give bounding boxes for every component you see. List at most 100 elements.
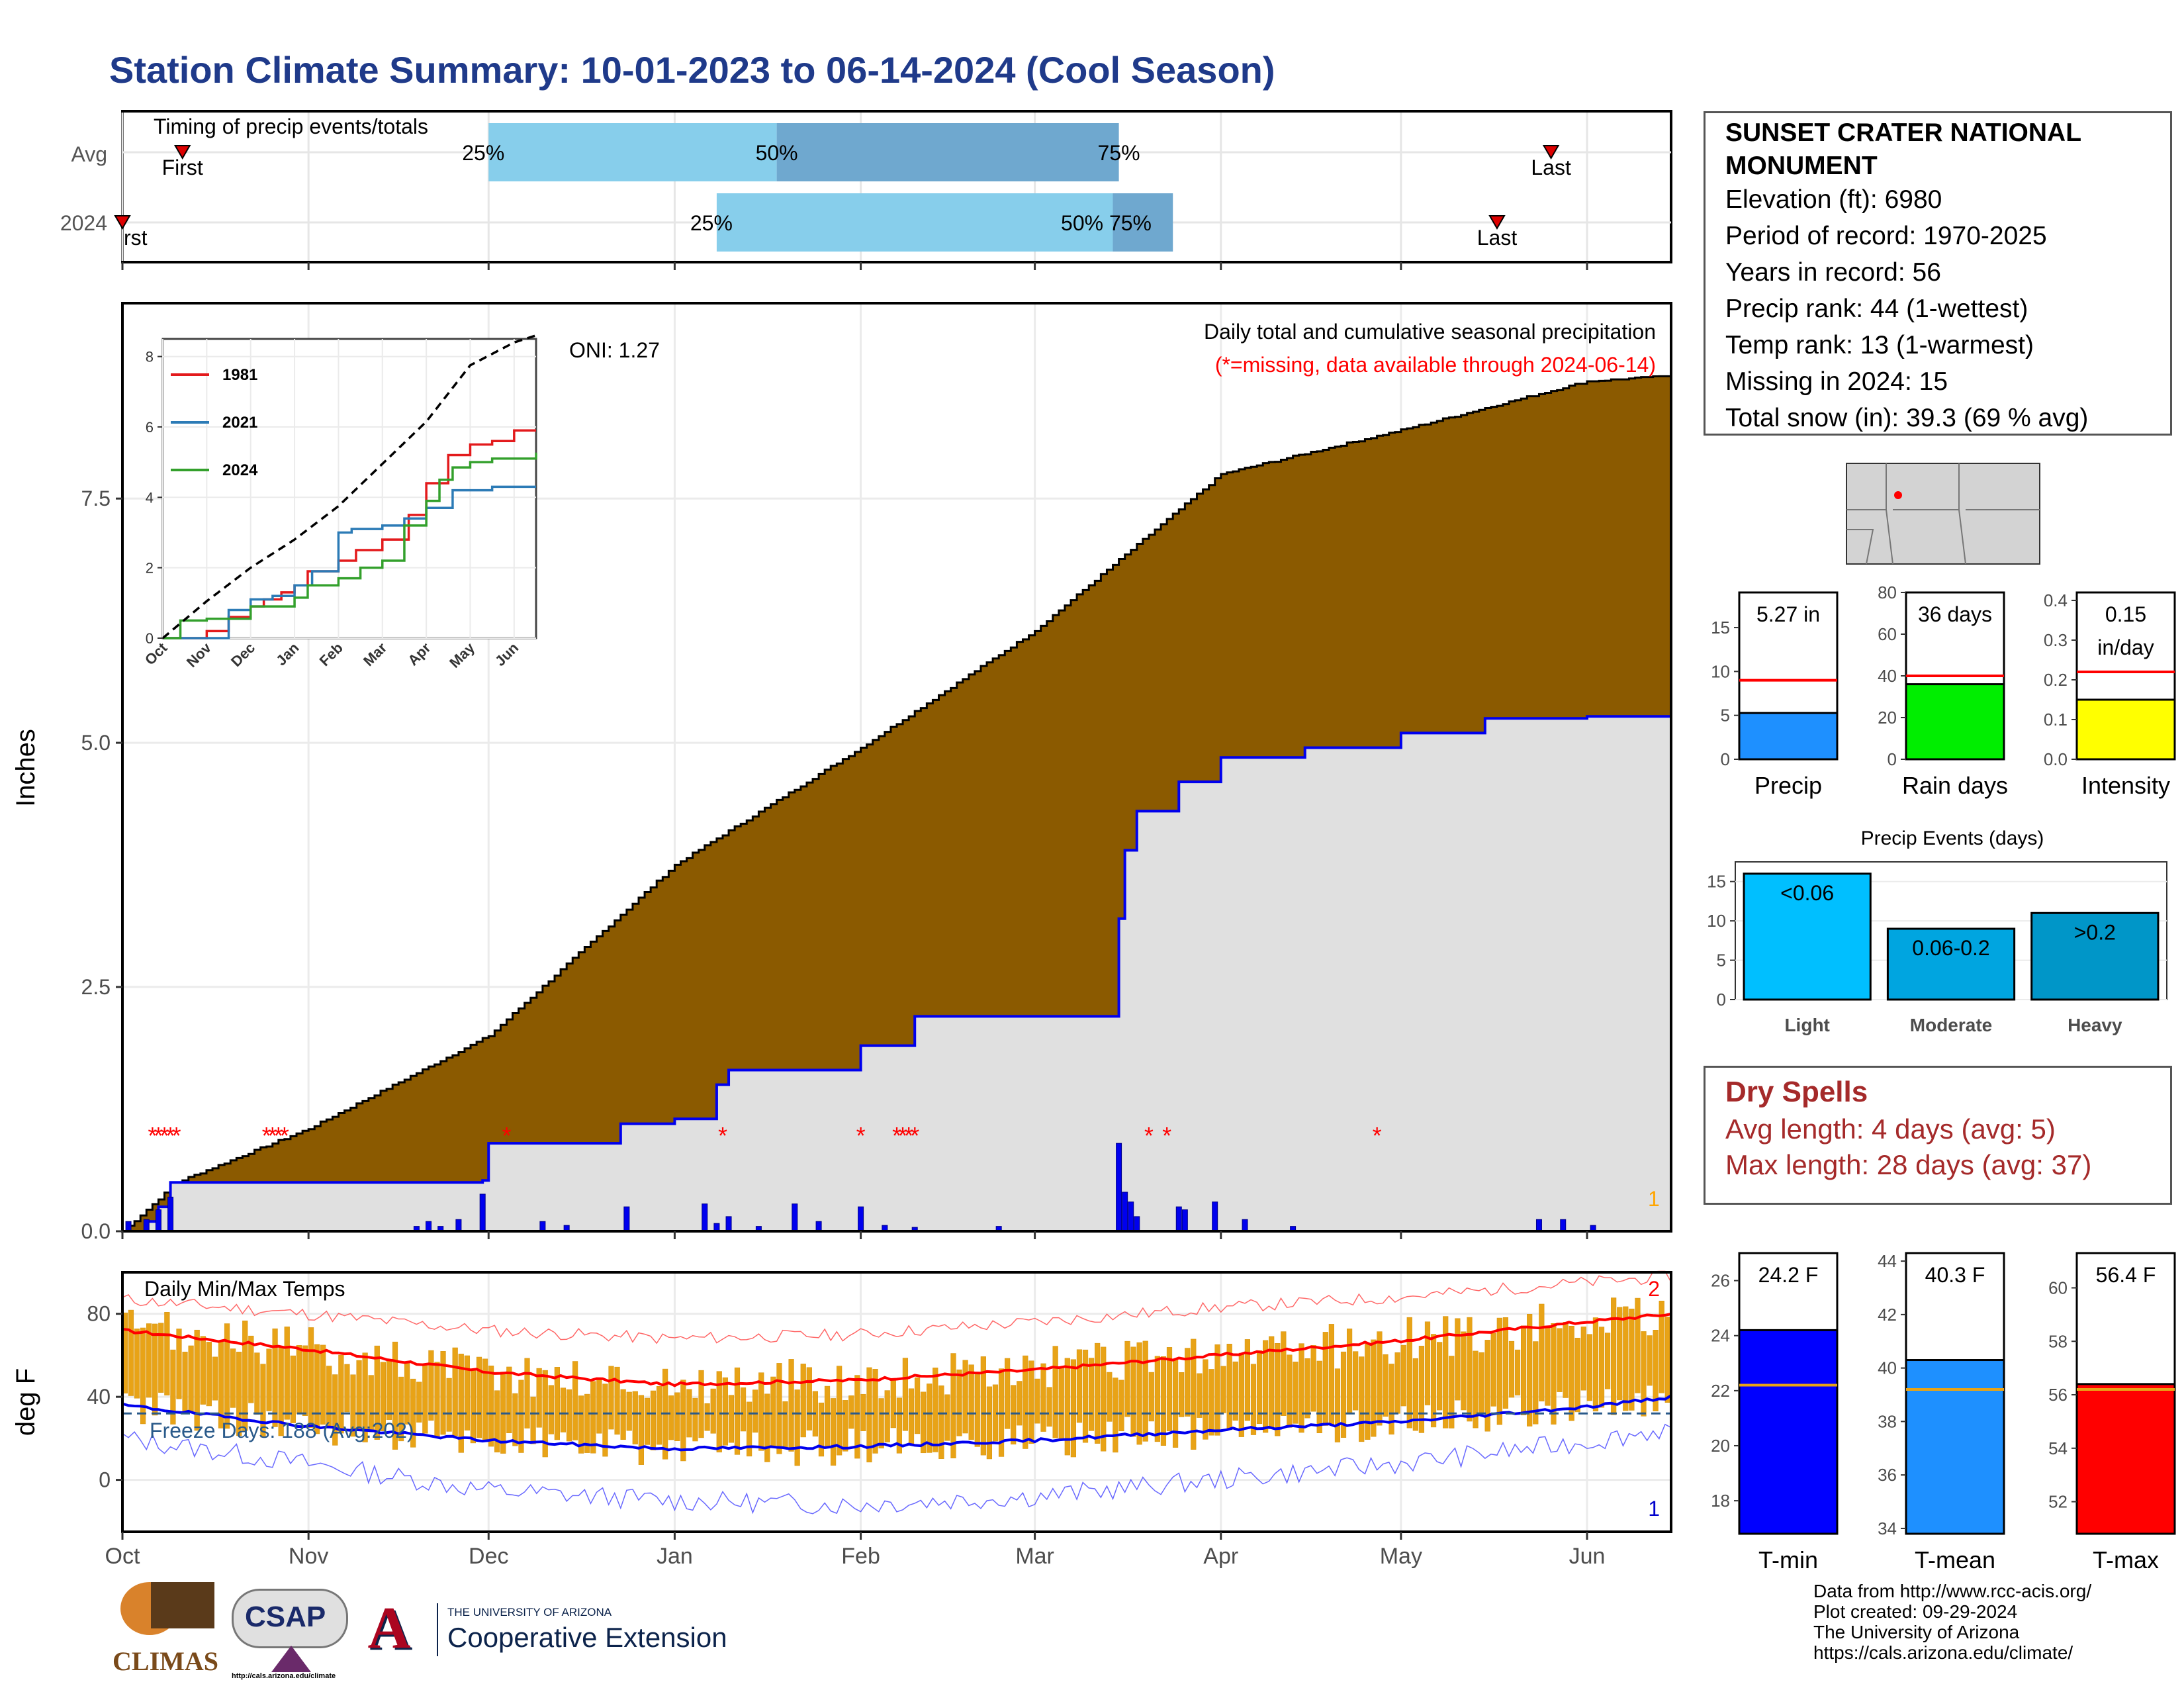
station-temp-rank: Temp rank: 13 (1-warmest): [1725, 331, 2034, 359]
temp-daily-bar: [626, 1391, 632, 1431]
temp-daily-bar: [1034, 1378, 1040, 1424]
missing-data-marker: *: [502, 1122, 511, 1149]
temp-daily-bar: [1244, 1339, 1251, 1421]
temp-daily-bar: [1113, 1378, 1118, 1453]
timing-bar-2024-q3: [1113, 193, 1173, 252]
missing-data-marker: *: [1373, 1122, 1382, 1149]
timing-first-label-avg: First: [162, 156, 203, 179]
temp-daily-bar: [470, 1369, 477, 1444]
mini-t-min-value-label: 24.2 F: [1758, 1263, 1819, 1287]
mini-t-min-ytick-label: 20: [1711, 1436, 1730, 1456]
temp-daily-bar: [1179, 1372, 1185, 1417]
daily-precip-bar: [1122, 1192, 1128, 1232]
mini-t-max-value-label: 56.4 F: [2096, 1263, 2156, 1287]
temp-daily-bar: [1293, 1362, 1298, 1424]
temp-daily-bar: [1281, 1331, 1287, 1416]
daily-precip-bar: [623, 1206, 630, 1232]
temp-daily-bar: [1340, 1351, 1347, 1438]
mini-precip-ytick-label: 5: [1721, 706, 1730, 726]
temp-daily-bar: [1604, 1333, 1611, 1389]
temp-daily-bar: [1586, 1334, 1592, 1401]
temp-daily-bar: [980, 1356, 986, 1456]
temp-daily-bar: [1394, 1352, 1400, 1414]
temp-daily-bar: [1443, 1316, 1449, 1429]
csap-cloud-graphic: [232, 1589, 348, 1648]
temp-daily-bar: [230, 1348, 236, 1408]
precip-y-axis: 0.0 2.5 5.0 7.5: [81, 487, 1588, 1243]
temp-daily-bar: [368, 1375, 374, 1432]
precip-panel-frame: [121, 302, 1672, 1233]
missing-data-marker: *: [856, 1122, 866, 1149]
inset-ytick-label-6: 6: [146, 419, 154, 436]
temp-top-right-label: 2: [1648, 1277, 1660, 1301]
mini-t-mean-ytick-label: 42: [1878, 1305, 1897, 1325]
temp-daily-bar: [1058, 1366, 1064, 1440]
temp-daily-bar: [1371, 1339, 1377, 1437]
daily-precip-bar: [1175, 1206, 1182, 1232]
temp-daily-bar: [554, 1367, 560, 1440]
temp-bottom-right-label: 1: [1648, 1497, 1660, 1521]
temp-daily-bar: [404, 1362, 410, 1425]
mini-t-mean-ytick-label: 40: [1878, 1358, 1897, 1378]
temp-xtick-label-dec: Dec: [469, 1544, 508, 1569]
events-bar-moderate: [1886, 927, 2016, 1001]
temp-daily-bar: [944, 1394, 950, 1441]
temp-daily-bar: [422, 1364, 428, 1434]
mini-t-min-bar: [1738, 1329, 1839, 1535]
temp-daily-bar: [1197, 1373, 1203, 1418]
daily-precip-bar: [1134, 1216, 1140, 1232]
missing-data-marker: *: [274, 1122, 283, 1149]
station-elevation: Elevation (ft): 6980: [1725, 185, 1942, 214]
temp-daily-bar: [1214, 1344, 1220, 1436]
ua-logo-extension-text: Cooperative Extension: [447, 1622, 727, 1653]
temp-daily-bar: [206, 1342, 212, 1407]
temp-panel-frame: [121, 1271, 1672, 1533]
mini-rain-days-bar: [1905, 683, 2005, 761]
station-location-dot: [1894, 491, 1902, 499]
temp-daily-bar: [458, 1354, 464, 1453]
precip-totals-charts: 0 5 10 15 5.27 in Precip 0 20 40 60 80 36 days Rain …: [1711, 583, 2176, 799]
temp-daily-bar: [1406, 1317, 1412, 1429]
missing-data-markers: ***** **** * * * **** * * *: [148, 1122, 1381, 1149]
temp-daily-bar: [1551, 1323, 1557, 1425]
temp-daily-bar: [722, 1377, 728, 1446]
mini-intensity-value-label: 0.15: [2105, 602, 2146, 626]
temp-daily-bar: [1557, 1328, 1563, 1392]
temp-daily-bar: [1508, 1340, 1515, 1398]
events-ytick-label-15: 15: [1707, 872, 1726, 892]
temp-daily-bar: [764, 1393, 770, 1462]
mini-intensity-category-label: Intensity: [2081, 772, 2170, 799]
temp-daily-bar: [224, 1323, 230, 1429]
ua-a-icon: A: [367, 1595, 411, 1661]
temp-daily-bar: [140, 1327, 146, 1425]
precip-ylabel: Inches: [11, 729, 40, 807]
temp-daily-bar: [878, 1398, 884, 1448]
mini-t-mean-ytick-label: 36: [1878, 1465, 1897, 1485]
dry-spells-title: Dry Spells: [1725, 1076, 1868, 1108]
temp-daily-bar: [854, 1375, 860, 1459]
temp-daily-bar: [254, 1352, 260, 1415]
temp-daily-bar: [1220, 1366, 1226, 1413]
temp-daily-bar: [674, 1392, 680, 1441]
missing-data-marker: *: [904, 1122, 913, 1149]
temp-daily-bar: [1232, 1361, 1238, 1421]
temp-daily-bar: [1172, 1360, 1179, 1448]
temp-daily-bar: [1514, 1349, 1521, 1395]
inset-ytick-label-8: 8: [146, 349, 154, 365]
temp-daily-bar: [1484, 1340, 1490, 1432]
temp-daily-bar: [1185, 1348, 1191, 1417]
temp-daily-bar: [488, 1366, 494, 1447]
temp-daily-bar: [146, 1323, 152, 1398]
temp-daily-bar: [1418, 1346, 1425, 1433]
daily-precip-bar: [125, 1221, 132, 1232]
daily-precip-bar: [702, 1203, 708, 1232]
temp-daily-bar: [806, 1367, 812, 1430]
mini-t-max-ytick-label: 58: [2048, 1331, 2068, 1351]
temp-daily-bar: [188, 1345, 194, 1413]
observed-cumulative-area: [122, 715, 1672, 1233]
temp-daily-bar: [902, 1358, 909, 1431]
timing-first-marker-avg: [173, 145, 191, 160]
precip-ytick-label-7.5: 7.5: [81, 487, 111, 510]
mini-rain-days-ytick-label: 0: [1888, 749, 1897, 769]
temp-daily-bar: [320, 1344, 326, 1425]
